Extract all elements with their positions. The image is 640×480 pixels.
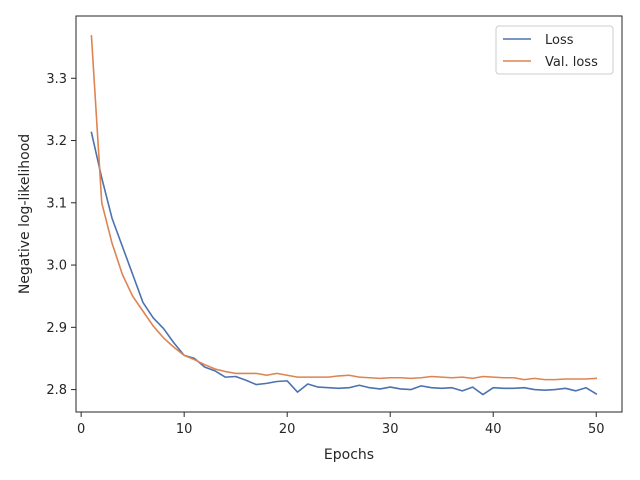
x-axis-label: Epochs bbox=[324, 447, 374, 463]
y-tick-label: 2.9 bbox=[46, 321, 67, 336]
series-line-loss bbox=[90, 131, 598, 396]
legend-label-loss: Loss bbox=[545, 33, 574, 48]
y-tick-label: 3.3 bbox=[46, 72, 67, 87]
legend-box bbox=[495, 25, 614, 75]
x-tick-label: 50 bbox=[588, 422, 605, 437]
x-axis: 0 10 20 30 40 50 bbox=[77, 412, 605, 437]
x-tick-label: 40 bbox=[485, 422, 502, 437]
x-tick-label: 10 bbox=[176, 422, 193, 437]
y-tick-label: 2.8 bbox=[46, 383, 67, 398]
legend-label-val-loss: Val. loss bbox=[545, 55, 598, 70]
x-tick-label: 30 bbox=[382, 422, 399, 437]
plot-frame bbox=[75, 15, 623, 413]
legend: Loss Val. loss bbox=[495, 25, 614, 75]
y-tick-label: 3.2 bbox=[46, 134, 67, 149]
series-line-val-loss bbox=[90, 35, 598, 381]
x-tick-label: 0 bbox=[77, 422, 85, 437]
series-layer bbox=[90, 35, 598, 396]
y-axis-label: Negative log-likelihood bbox=[17, 134, 33, 294]
y-axis: 2.8 2.9 3.0 3.1 3.2 3.3 bbox=[46, 72, 76, 398]
y-tick-label: 3.0 bbox=[46, 259, 67, 274]
y-tick-label: 3.1 bbox=[46, 196, 67, 211]
x-tick-label: 20 bbox=[279, 422, 296, 437]
